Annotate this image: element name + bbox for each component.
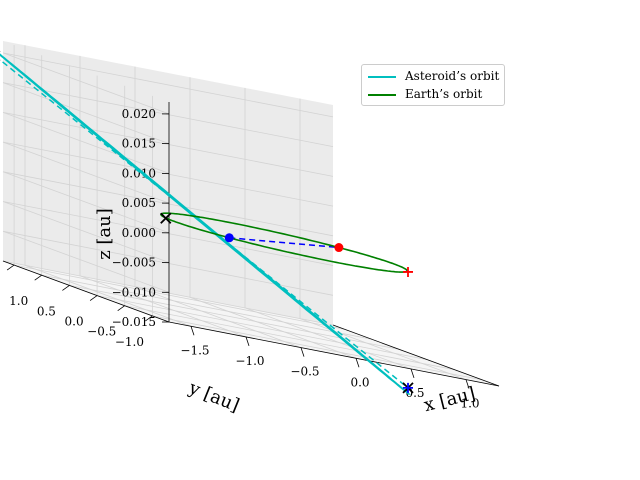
legend-label-asteroid: Asteroid’s orbit — [405, 69, 500, 83]
z-tick-label-7: 0.020 — [122, 107, 156, 121]
grid-z-6 — [2, 82, 334, 147]
z-tick-label-2: −0.005 — [112, 256, 156, 270]
y-tick-2 — [89, 295, 98, 301]
z-tick-label-3: 0.000 — [122, 226, 156, 240]
legend-entry-asteroid: Asteroid’s orbit — [368, 68, 499, 84]
x-axis-line — [168, 321, 500, 387]
marker-x-4 — [160, 212, 172, 224]
x-tick-0 — [190, 326, 195, 336]
grid-z-3 — [2, 171, 334, 237]
x-tick-label-1: −1.0 — [235, 354, 264, 368]
legend-swatch-asteroid — [368, 75, 396, 78]
pane-back — [3, 41, 333, 325]
orbit-line-1 — [160, 212, 409, 273]
y-tick-label-3: 0.5 — [37, 304, 56, 318]
x-tick-label-3: 0.0 — [350, 375, 369, 389]
grid-z-7 — [2, 52, 334, 118]
y-tick-0 — [145, 315, 153, 322]
legend: Asteroid’s orbit Earth’s orbit — [361, 64, 505, 106]
z-tick-label-4: 0.005 — [122, 196, 156, 210]
y-axis-line — [2, 260, 170, 323]
y-tick-label-4: 1.0 — [9, 294, 28, 308]
grid-z-5 — [2, 112, 334, 177]
y-tick-4 — [34, 274, 42, 281]
z-tick-label-0: −0.015 — [112, 315, 156, 329]
dashed-line-1 — [229, 237, 339, 249]
legend-entry-earth: Earth’s orbit — [368, 86, 482, 102]
z-tick-label-1: −0.010 — [112, 285, 156, 299]
x-tick-label-0: −1.5 — [180, 343, 209, 357]
marker-plus-5 — [403, 266, 413, 277]
grid-z-4 — [2, 141, 334, 207]
x-axis-label: x [au] — [422, 383, 478, 416]
x-tick-label-5: 1.0 — [460, 397, 479, 411]
y-tick-1 — [117, 305, 125, 312]
y-axis-label: y [au] — [185, 377, 242, 416]
x-tick-1 — [245, 336, 250, 347]
legend-swatch-earth — [368, 93, 396, 96]
marker-dot-6 — [334, 243, 344, 253]
x-tick-4 — [410, 368, 415, 379]
x-tick-label-2: −0.5 — [290, 365, 319, 379]
y-tick-5 — [6, 264, 15, 271]
legend-label-earth: Earth’s orbit — [405, 87, 483, 101]
x-tick-5 — [465, 379, 470, 389]
marker-dot-7 — [224, 233, 234, 243]
y-tick-label-5: 1.5 — [0, 284, 1, 298]
grid-z-1 — [2, 230, 334, 296]
y-axis-line-front — [332, 324, 500, 387]
y-tick-label-0: −1.0 — [115, 335, 144, 349]
y-tick-label-2: 0.0 — [65, 315, 84, 329]
grid-z-2 — [2, 201, 334, 266]
z-tick-label-6: 0.015 — [122, 137, 156, 151]
y-tick-label-1: −0.5 — [87, 325, 116, 339]
x-tick-3 — [355, 358, 360, 368]
y-tick-3 — [62, 285, 70, 291]
marker-plus-3 — [403, 382, 413, 393]
x-tick-2 — [300, 347, 305, 357]
pane-floor — [3, 261, 499, 386]
z-axis-label: z [au] — [94, 208, 115, 260]
